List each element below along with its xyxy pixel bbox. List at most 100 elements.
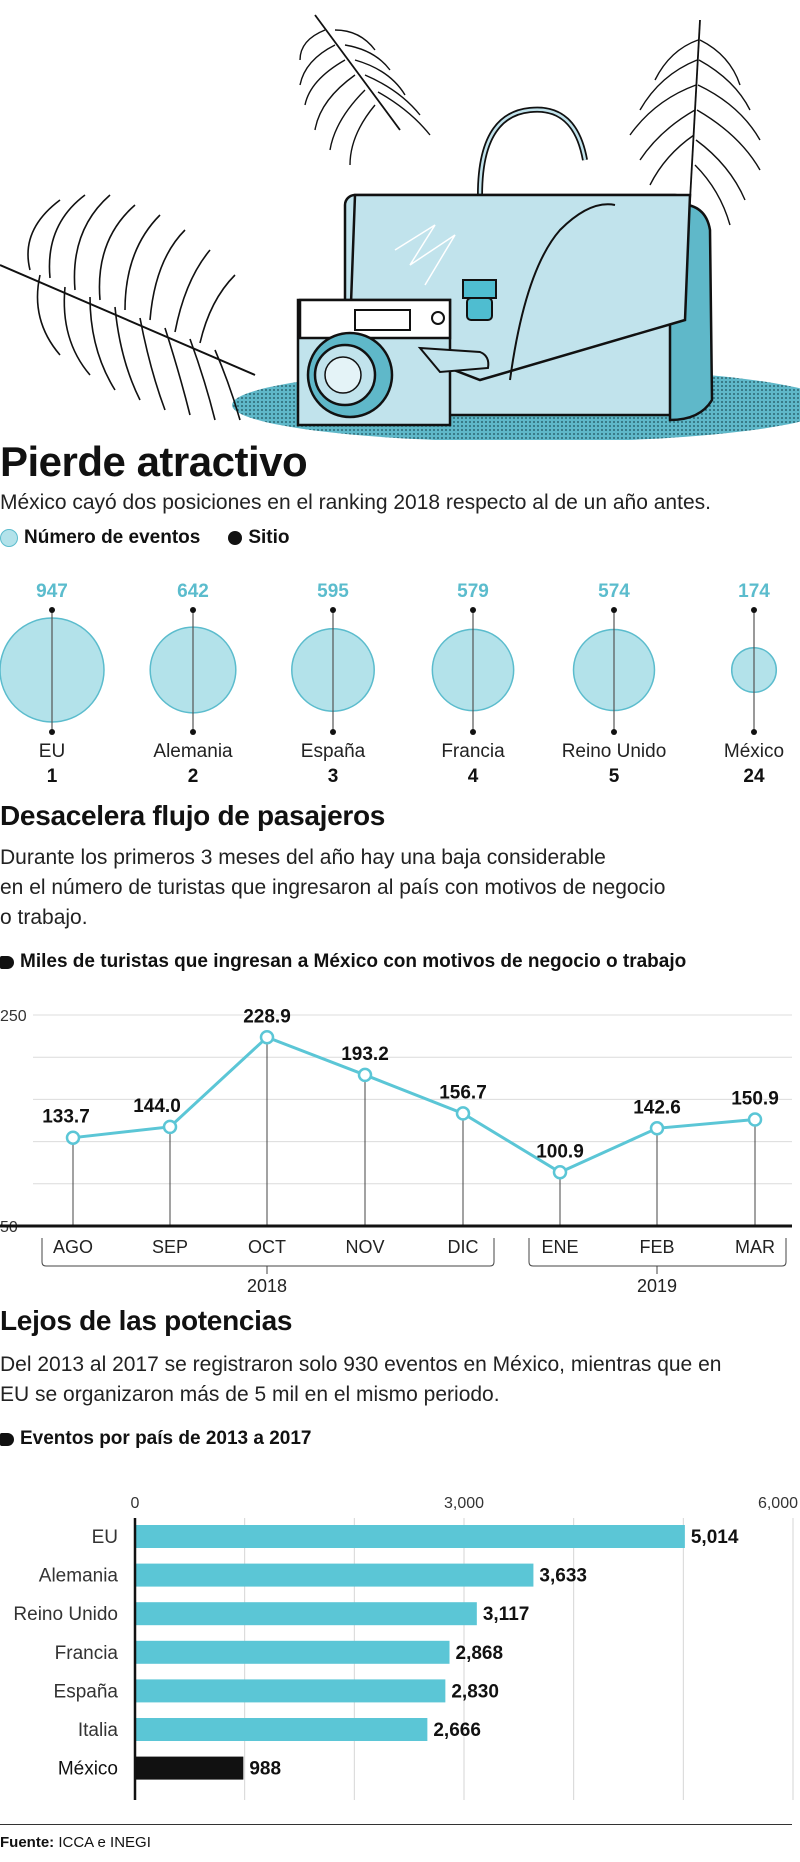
site-dot-bottom bbox=[49, 729, 55, 735]
source-label: Fuente: bbox=[0, 1834, 55, 1851]
section1-lede: México cayó dos posiciones en el ranking… bbox=[0, 491, 711, 514]
site-dot-bottom bbox=[751, 729, 757, 735]
x-tick-label: 0 bbox=[131, 1495, 140, 1512]
data-point bbox=[259, 1030, 275, 1045]
bubble-chart: 947 EU 1 642 Alemania 2 595 España 3 579 Francia 4 5… bbox=[0, 581, 784, 787]
data-value-label: 133.7 bbox=[42, 1107, 90, 1128]
hero-illustration bbox=[0, 14, 800, 440]
line-chart: 50250133.7AGO144.0SEP228.9OCT193.2NOV156… bbox=[0, 1006, 792, 1295]
lede-line: Durante los primeros 3 meses del año hay… bbox=[0, 846, 606, 869]
bar-value-label: 2,830 bbox=[451, 1681, 499, 1702]
site-dot-top bbox=[49, 607, 55, 613]
data-point bbox=[649, 1121, 665, 1136]
bubble-value-label: 579 bbox=[457, 581, 489, 602]
country-label: México bbox=[724, 741, 784, 762]
category-label: Italia bbox=[78, 1720, 119, 1741]
site-dot-top bbox=[470, 607, 476, 613]
bar-eu bbox=[135, 1525, 685, 1548]
bubble-value-label: 595 bbox=[317, 581, 349, 602]
bar-españa bbox=[135, 1679, 446, 1703]
category-label: Francia bbox=[55, 1643, 119, 1664]
category-label: Alemania bbox=[39, 1566, 119, 1587]
camera-icon bbox=[296, 298, 490, 427]
site-dot-top bbox=[330, 607, 336, 613]
country-label: EU bbox=[39, 741, 65, 762]
light-circle-icon bbox=[0, 529, 18, 547]
x-tick-label: SEP bbox=[152, 1237, 188, 1257]
lede-line: en el número de turistas que ingresaron … bbox=[0, 876, 666, 899]
lede-line: o trabajo. bbox=[0, 906, 88, 929]
site-dot-bottom bbox=[330, 729, 336, 735]
bar-value-label: 988 bbox=[249, 1759, 281, 1780]
bar-value-label: 2,868 bbox=[456, 1643, 504, 1664]
footer-divider bbox=[0, 1824, 792, 1825]
bar-chart: 0 3,000 6,000 EU 5,014 Alemania 3,633 Reino Uni… bbox=[13, 1495, 798, 1800]
x-tick-label: OCT bbox=[248, 1237, 286, 1257]
category-label: México bbox=[58, 1759, 118, 1780]
section2-lede: Durante los primeros 3 meses del año hay… bbox=[0, 843, 665, 933]
source-text: ICCA e INEGI bbox=[58, 1834, 151, 1851]
rank-label: 5 bbox=[609, 766, 620, 787]
category-label: Reino Unido bbox=[13, 1604, 118, 1625]
data-value-label: 150.9 bbox=[731, 1089, 779, 1110]
line-chart-label: Miles de turistas que ingresan a México … bbox=[0, 951, 686, 973]
data-value-label: 142.6 bbox=[633, 1097, 681, 1118]
x-tick-label: NOV bbox=[345, 1237, 384, 1257]
bar-francia bbox=[135, 1640, 450, 1664]
rank-label: 2 bbox=[188, 766, 199, 787]
bar-alemania bbox=[135, 1563, 534, 1587]
bar-value-label: 2,666 bbox=[433, 1720, 481, 1741]
site-dot-bottom bbox=[611, 729, 617, 735]
data-point bbox=[455, 1106, 471, 1121]
lede-line: Del 2013 al 2017 se registraron solo 930… bbox=[0, 1353, 722, 1376]
section3-lede: Del 2013 al 2017 se registraron solo 930… bbox=[0, 1350, 721, 1410]
data-point bbox=[357, 1067, 373, 1083]
x-tick-label: DIC bbox=[448, 1237, 479, 1257]
data-value-label: 100.9 bbox=[536, 1141, 584, 1162]
legend-item-events: Número de eventos bbox=[0, 527, 200, 549]
rank-label: 24 bbox=[743, 766, 765, 787]
year-bracket bbox=[41, 1238, 495, 1267]
year-label: 2018 bbox=[247, 1276, 287, 1295]
bullet-marker-icon bbox=[0, 955, 14, 969]
section3-title: Lejos de las potencias bbox=[0, 1305, 293, 1336]
data-value-label: 144.0 bbox=[133, 1096, 181, 1117]
bar-italia bbox=[135, 1718, 428, 1741]
section2-title: Desacelera flujo de pasajeros bbox=[0, 800, 386, 831]
black-dot-icon bbox=[228, 531, 243, 545]
site-dot-top bbox=[751, 607, 757, 613]
bullet-marker-icon bbox=[0, 1432, 14, 1446]
series-line bbox=[72, 1035, 756, 1174]
bubble-value-label: 947 bbox=[36, 581, 68, 602]
bar-reino-unido bbox=[135, 1602, 477, 1626]
line-chart-title: Miles de turistas que ingresan a México … bbox=[20, 951, 687, 972]
site-dot-top bbox=[190, 607, 196, 613]
legend-label: Número de eventos bbox=[24, 527, 201, 548]
bar-value-label: 3,633 bbox=[539, 1566, 587, 1587]
bubble-legend: Número de eventos Sitio bbox=[0, 527, 312, 549]
legend-label: Sitio bbox=[248, 527, 290, 548]
rank-label: 1 bbox=[47, 766, 58, 787]
source-note: Fuente: ICCA e INEGI bbox=[0, 1834, 151, 1851]
palm-leaf-left-icon bbox=[0, 194, 256, 421]
country-label: España bbox=[301, 741, 366, 762]
x-tick-label: 6,000 bbox=[758, 1495, 798, 1512]
palm-leaf-right-icon bbox=[629, 19, 761, 226]
bar-chart-label: Eventos por país de 2013 a 2017 bbox=[0, 1428, 312, 1450]
country-label: Reino Unido bbox=[562, 741, 667, 762]
x-tick-label: 3,000 bbox=[444, 1495, 484, 1512]
lede-line: EU se organizaron más de 5 mil en el mis… bbox=[0, 1383, 500, 1406]
y-tick-label: 250 bbox=[0, 1008, 27, 1025]
bar-méxico bbox=[135, 1756, 244, 1780]
x-tick-label: FEB bbox=[639, 1237, 674, 1257]
page-title: Pierde atractivo bbox=[0, 438, 308, 485]
site-dot-bottom bbox=[190, 729, 196, 735]
data-point bbox=[162, 1119, 178, 1135]
category-label: España bbox=[54, 1681, 119, 1702]
x-tick-label: AGO bbox=[53, 1237, 93, 1257]
rank-label: 3 bbox=[328, 766, 339, 787]
bubble-value-label: 642 bbox=[177, 581, 209, 602]
data-value-label: 156.7 bbox=[439, 1082, 487, 1103]
bubble-value-label: 574 bbox=[598, 581, 630, 602]
bar-chart-title: Eventos por país de 2013 a 2017 bbox=[20, 1428, 312, 1449]
